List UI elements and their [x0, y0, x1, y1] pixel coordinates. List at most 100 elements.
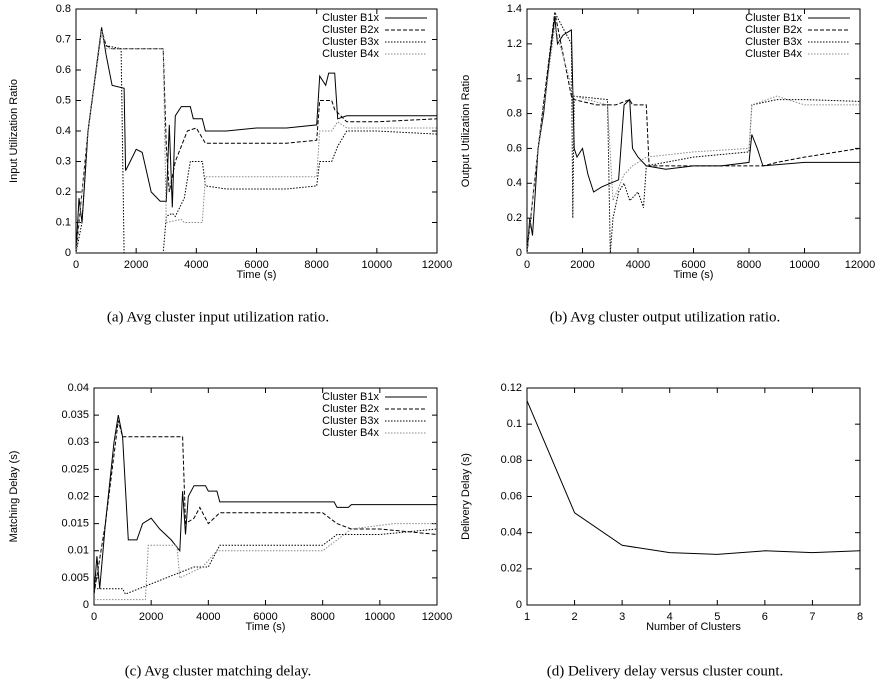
y-tick-label: 0.005 — [61, 572, 89, 584]
x-tick-label: 8 — [857, 611, 863, 623]
x-tick-label: 1 — [524, 611, 530, 623]
x-tick-label: 4000 — [184, 259, 208, 271]
x-tick-label: 6000 — [244, 259, 268, 271]
x-tick-label: 8000 — [737, 259, 761, 271]
y-tick-label: 0.6 — [56, 64, 71, 76]
legend-label: Cluster B3x — [322, 36, 379, 48]
x-tick-label: 6000 — [253, 611, 277, 623]
series-line — [526, 400, 861, 555]
y-tick-label: 0.8 — [56, 3, 71, 15]
y-tick-label: 0.1 — [56, 216, 71, 228]
x-tick-label: 3 — [619, 611, 625, 623]
legend-label: Cluster B3x — [322, 415, 379, 427]
series-line — [94, 523, 437, 601]
caption: (a) Avg cluster input utilization ratio. — [107, 309, 329, 325]
y-tick-label: 0 — [516, 599, 522, 611]
series-line — [75, 30, 438, 254]
series-line — [93, 415, 437, 595]
series-line — [93, 420, 438, 595]
series-line — [526, 10, 861, 254]
legend-label: Cluster B4x — [745, 48, 802, 60]
series-line — [526, 26, 860, 254]
x-axis-label: Time (s) — [246, 621, 286, 633]
y-axis-label: Output Utilization Ratio — [460, 75, 472, 188]
x-axis-label: Time (s) — [237, 269, 277, 281]
legend-label: Cluster B4x — [322, 427, 379, 439]
legend-label: Cluster B2x — [322, 24, 379, 36]
y-tick-label: 0 — [65, 247, 71, 259]
x-tick-label: 10000 — [789, 259, 820, 271]
x-tick-label: 4 — [667, 611, 673, 623]
x-tick-label: 8000 — [304, 259, 328, 271]
legend-label: Cluster B1x — [322, 12, 379, 24]
x-tick-label: 12000 — [422, 611, 453, 623]
legend-label: Cluster B2x — [745, 24, 802, 36]
y-tick-label: 0.2 — [56, 186, 71, 198]
y-tick-label: 0.03 — [68, 436, 89, 448]
y-tick-label: 0.3 — [56, 155, 71, 167]
y-tick-label: 0.025 — [61, 463, 89, 475]
legend-label: Cluster B4x — [322, 48, 379, 60]
series-line — [75, 30, 437, 254]
x-tick-label: 4000 — [626, 259, 650, 271]
x-tick-label: 0 — [524, 259, 530, 271]
series-line — [75, 30, 438, 254]
y-tick-label: 1 — [516, 73, 522, 85]
y-tick-label: 0 — [516, 247, 522, 259]
x-tick-label: 6000 — [681, 259, 705, 271]
y-tick-label: 0.5 — [56, 94, 71, 106]
y-tick-label: 0.02 — [501, 563, 522, 575]
caption: (b) Avg cluster output utilization ratio… — [550, 309, 781, 325]
x-axis-label: Number of Clusters — [646, 621, 741, 633]
y-tick-label: 0.015 — [61, 518, 89, 530]
x-tick-label: 10000 — [365, 611, 396, 623]
y-axis-label: Input Utilization Ratio — [8, 79, 20, 183]
y-tick-label: 0.035 — [61, 409, 89, 421]
legend-label: Cluster B3x — [745, 36, 802, 48]
y-tick-label: 0.4 — [56, 125, 71, 137]
y-axis-label: Delivery Delay (s) — [460, 453, 472, 540]
y-axis-label: Matching Delay (s) — [8, 451, 20, 543]
x-tick-label: 2000 — [139, 611, 163, 623]
series-line — [94, 528, 438, 595]
y-tick-label: 0.04 — [68, 382, 89, 394]
x-tick-label: 12000 — [422, 259, 453, 271]
y-tick-label: 0.2 — [507, 212, 522, 224]
x-tick-label: 12000 — [845, 259, 876, 271]
x-tick-label: 0 — [73, 259, 79, 271]
legend-label: Cluster B1x — [322, 391, 379, 403]
y-tick-label: 0.8 — [507, 107, 522, 119]
x-tick-label: 8000 — [310, 611, 334, 623]
y-tick-label: 0.7 — [56, 33, 71, 45]
series-line — [526, 12, 861, 254]
y-tick-label: 0.1 — [507, 418, 522, 430]
x-tick-label: 10000 — [362, 259, 393, 271]
y-tick-label: 1.2 — [507, 38, 522, 50]
x-tick-label: 7 — [809, 611, 815, 623]
y-tick-label: 1.4 — [507, 3, 522, 15]
x-tick-label: 4000 — [196, 611, 220, 623]
series-line — [75, 27, 437, 254]
x-axis-label: Time (s) — [674, 269, 714, 281]
y-tick-label: 0 — [83, 599, 89, 611]
caption: (c) Avg cluster matching delay. — [125, 663, 312, 679]
y-tick-label: 0.08 — [501, 454, 522, 466]
y-tick-label: 0.02 — [68, 490, 89, 502]
plot-frame — [526, 387, 861, 606]
y-tick-label: 0.01 — [68, 545, 89, 557]
y-tick-label: 0.06 — [501, 490, 522, 502]
plot-frame — [526, 8, 861, 254]
y-tick-label: 0.4 — [507, 177, 522, 189]
x-tick-label: 0 — [91, 611, 97, 623]
series-line — [526, 17, 860, 254]
y-tick-label: 0.04 — [501, 527, 522, 539]
legend-label: Cluster B2x — [322, 403, 379, 415]
y-tick-label: 0.12 — [501, 382, 522, 394]
x-tick-label: 2 — [572, 611, 578, 623]
caption: (d) Delivery delay versus cluster count. — [547, 663, 784, 679]
y-tick-label: 0.6 — [507, 142, 522, 154]
x-tick-label: 2000 — [124, 259, 148, 271]
x-tick-label: 5 — [714, 611, 720, 623]
x-tick-label: 6 — [762, 611, 768, 623]
